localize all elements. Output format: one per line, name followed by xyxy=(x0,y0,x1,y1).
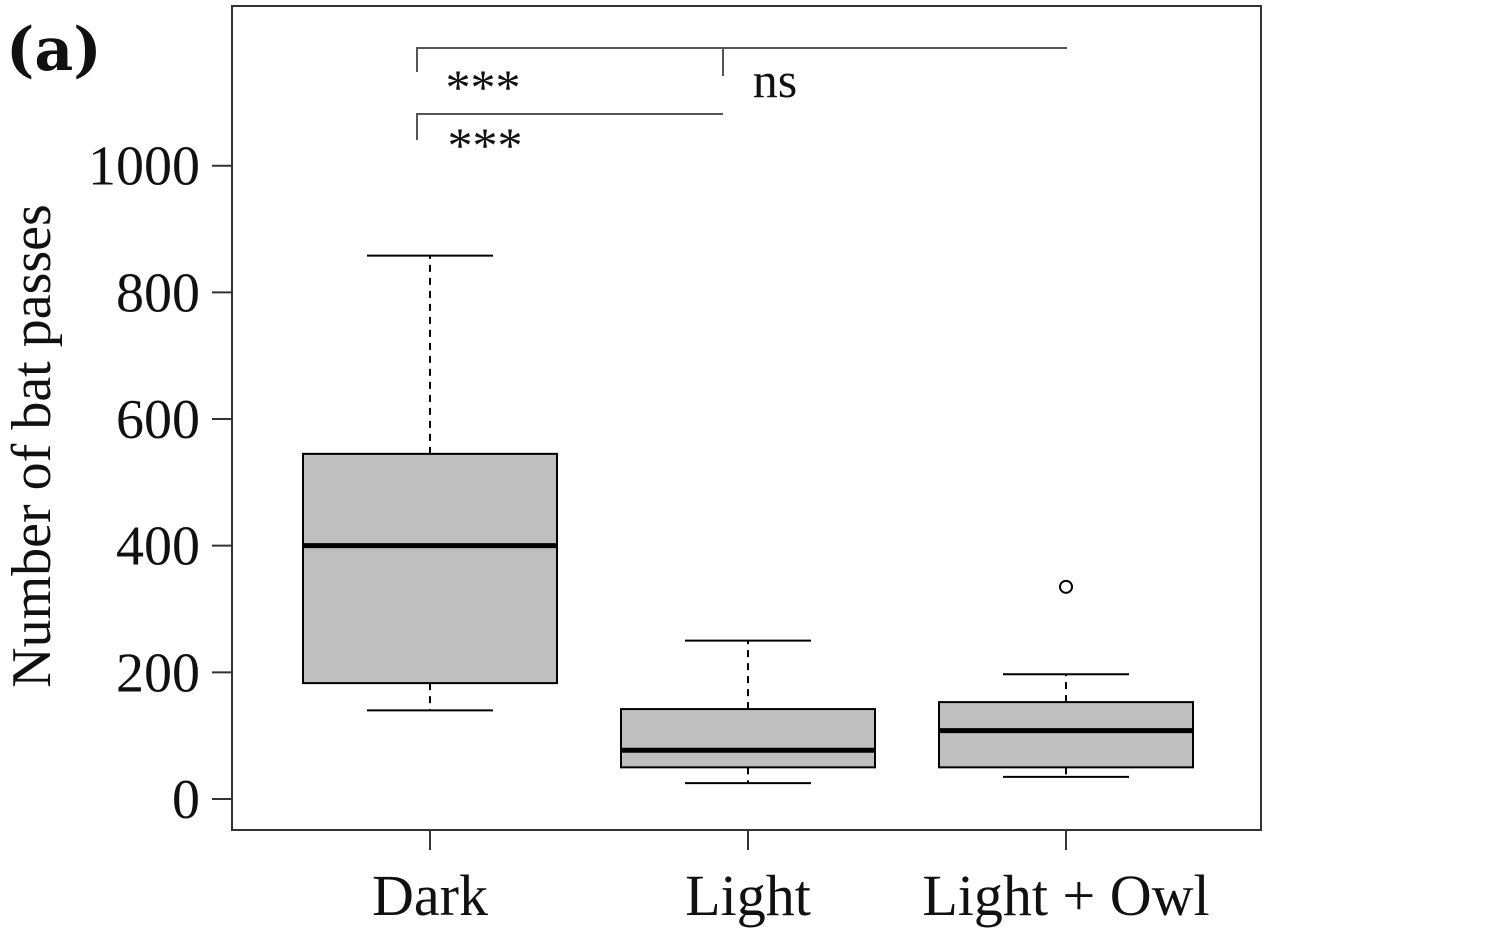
x-tick-label-light-owl: Light + Owl xyxy=(922,863,1209,928)
x-axis: Dark Light Light + Owl xyxy=(372,830,1210,928)
box-light-owl xyxy=(938,579,1194,778)
sig-label-dark-light: *** xyxy=(448,117,523,173)
iqr-box-light-owl xyxy=(938,701,1194,769)
outlier-light-owl-0 xyxy=(1059,579,1073,594)
y-tick-label-200: 200 xyxy=(116,642,200,704)
x-tick-label-light: Light xyxy=(685,863,811,928)
iqr-box-dark xyxy=(302,452,558,685)
y-axis-title: Number of bat passes xyxy=(1,204,63,688)
y-tick-label-400: 400 xyxy=(116,516,200,578)
y-tick-label-800: 800 xyxy=(116,262,200,324)
y-axis: 0 200 400 600 800 1000 xyxy=(88,136,233,831)
box-light xyxy=(620,639,876,785)
y-tick-label-0: 0 xyxy=(172,769,200,831)
sig-label-dark-lightowl: *** xyxy=(446,59,521,115)
bracket-dark-light xyxy=(416,113,723,140)
significance-brackets: ****** ns xyxy=(416,47,1067,173)
iqr-box-light xyxy=(620,708,876,769)
bracket-dark-lightowl xyxy=(416,47,1067,72)
y-tick-label-1000: 1000 xyxy=(88,136,200,198)
x-tick-label-dark: Dark xyxy=(372,863,488,928)
box-dark xyxy=(302,254,558,712)
boxes xyxy=(302,254,1194,785)
sig-label-light-lightowl: ns xyxy=(753,52,797,108)
y-tick-label-600: 600 xyxy=(116,389,200,451)
panel-label: (a) xyxy=(6,15,102,85)
